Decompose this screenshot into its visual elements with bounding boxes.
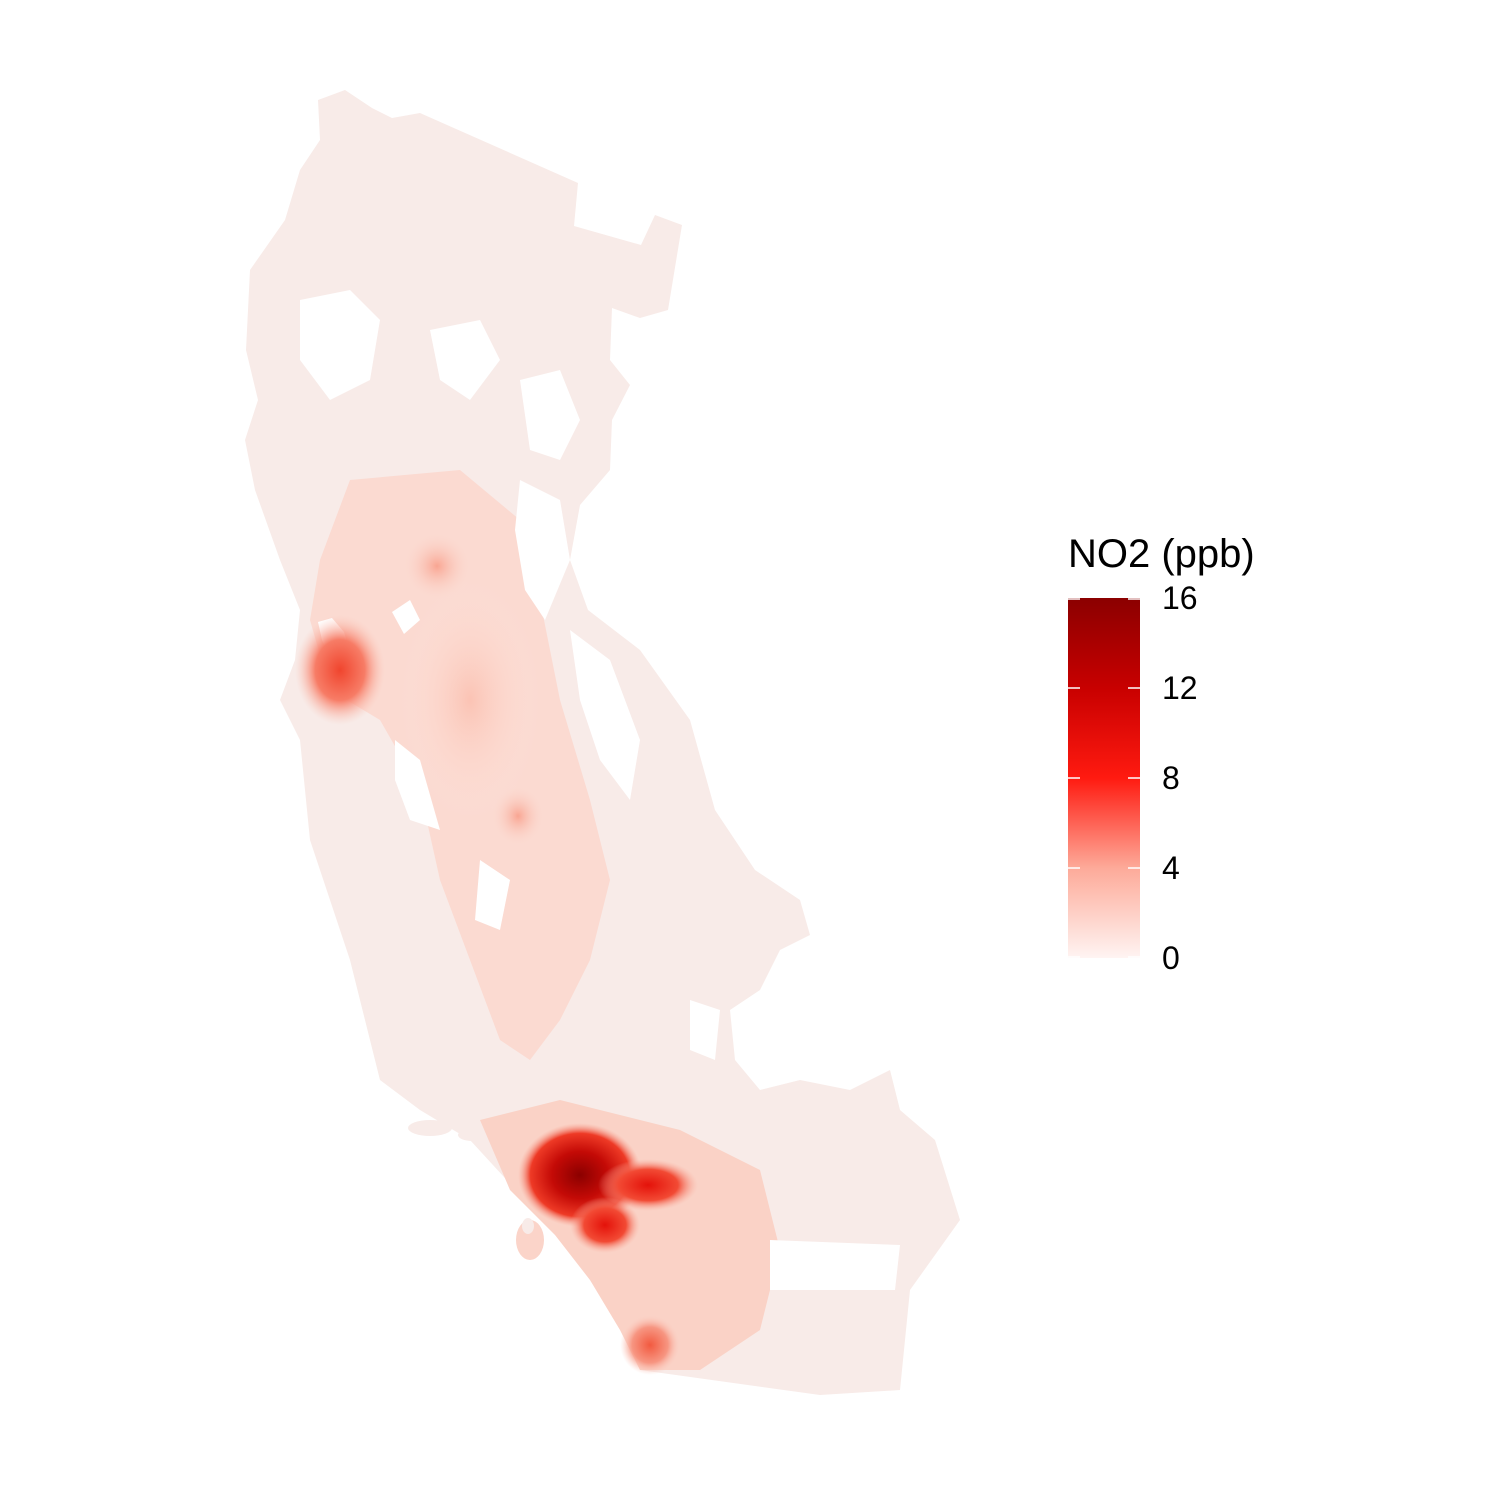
- legend-ticks: [1068, 598, 1140, 958]
- bay-water-north: [392, 600, 420, 634]
- legend-title: NO2 (ppb): [1068, 532, 1255, 576]
- no-data-patch: [690, 1000, 720, 1060]
- hotspot-san-diego: [620, 1315, 680, 1375]
- legend-colorbar-svg: [1068, 598, 1140, 958]
- no-data-patch: [515, 480, 570, 620]
- no-data-patch: [770, 1240, 900, 1290]
- legend-tick-label: 0: [1162, 940, 1180, 976]
- channel-island: [458, 1129, 486, 1141]
- legend-tick-label: 4: [1162, 850, 1180, 886]
- channel-island: [522, 1218, 534, 1234]
- legend-tick-label: 12: [1162, 670, 1198, 706]
- legend-tick-label: 8: [1162, 760, 1180, 796]
- choropleth-map: [245, 90, 960, 1395]
- hotspot-central-valley: [400, 580, 540, 820]
- legend-colorbar: [1068, 598, 1140, 958]
- hotspot-inland-empire: [598, 1159, 698, 1211]
- no-data-patch: [570, 630, 640, 800]
- no-data-patch: [395, 740, 440, 830]
- no-data-patch: [430, 320, 500, 400]
- channel-island: [408, 1120, 452, 1136]
- no-data-patch: [475, 860, 510, 930]
- legend-tick-label: 16: [1162, 580, 1198, 616]
- hotspot-bay-area: [295, 615, 385, 725]
- hotspot-orange-county: [570, 1197, 640, 1253]
- no-data-patch: [300, 290, 380, 400]
- california-map-svg: [245, 90, 960, 1395]
- color-legend: NO2 (ppb) 0 4 8 12 16: [1068, 530, 1328, 974]
- no-data-patch: [520, 370, 580, 460]
